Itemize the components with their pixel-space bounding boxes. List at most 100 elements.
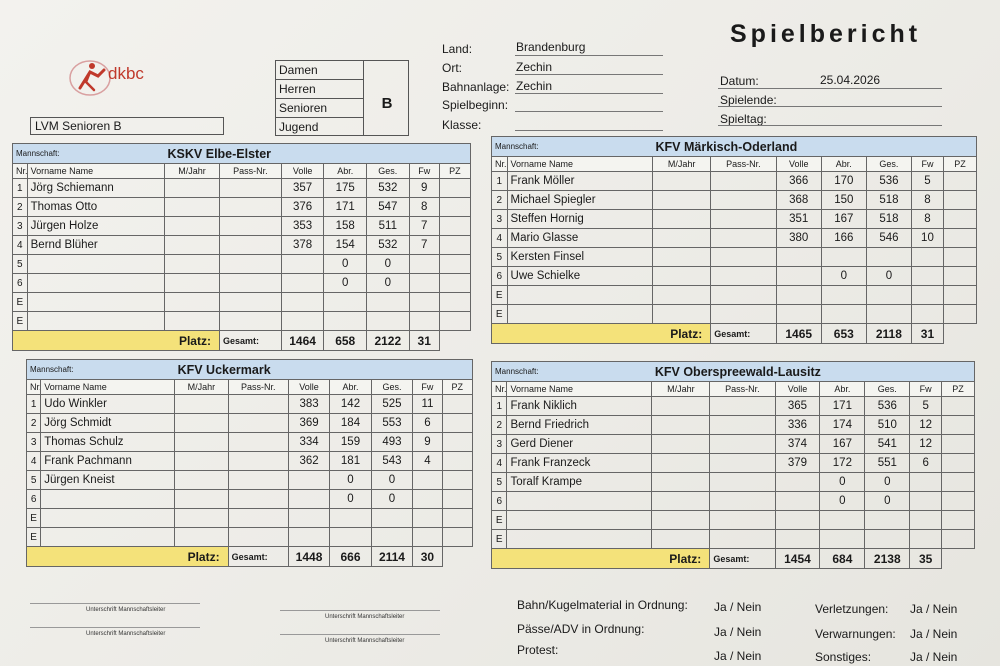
player-name — [26, 292, 166, 312]
player-mjahr — [174, 489, 229, 509]
player-pass — [709, 434, 776, 454]
player-name: Jürgen Holze — [26, 216, 166, 236]
player-pass — [709, 510, 776, 530]
player-pass — [227, 527, 289, 547]
player-name: Frank Niklich — [506, 396, 653, 416]
player-name — [40, 508, 176, 528]
player-fw — [412, 508, 443, 528]
player-mjahr — [164, 254, 220, 274]
category-value: B — [381, 95, 393, 112]
check-protest-value: Ja / Nein — [714, 649, 762, 663]
total-fw: 30 — [412, 546, 443, 567]
player-mjahr — [652, 285, 712, 305]
player-nr: 3 — [12, 216, 28, 236]
player-abr: 0 — [323, 254, 367, 274]
player-ges: 510 — [864, 415, 911, 435]
player-mjahr — [651, 510, 711, 530]
info-klasse-label: Klasse: — [442, 118, 482, 132]
col-header-ges: Ges. — [864, 381, 911, 397]
category-box: Damen Herren Senioren Jugend B — [275, 60, 409, 136]
table-row: 4 Frank Franzeck 379 172 551 6 — [490, 453, 975, 473]
table-row: E — [491, 285, 978, 305]
col-header-pz: PZ — [438, 163, 472, 179]
total-volle: 1448 — [287, 546, 331, 567]
player-ges: 0 — [366, 273, 410, 293]
col-header-volle: Volle — [774, 381, 821, 397]
total-fw: 35 — [909, 548, 943, 569]
player-pz — [438, 216, 472, 236]
total-ges: 2118 — [865, 323, 912, 344]
player-volle — [287, 527, 331, 547]
player-name: Frank Franzeck — [506, 453, 653, 473]
player-fw: 8 — [408, 197, 440, 217]
player-name — [26, 311, 166, 331]
player-abr: 0 — [329, 489, 372, 509]
player-pass — [709, 396, 776, 416]
player-nr: 2 — [12, 197, 28, 217]
player-ges: 518 — [865, 209, 912, 229]
check-paesse-value: Ja / Nein — [714, 625, 762, 639]
player-abr — [323, 311, 367, 331]
col-header-fw: Fw — [408, 163, 440, 179]
player-pass — [709, 453, 776, 473]
col-header-fw: Fw — [412, 379, 443, 395]
player-pass — [227, 470, 289, 490]
player-fw: 7 — [408, 216, 440, 236]
category-jugend: Jugend — [279, 120, 319, 134]
player-nr: 6 — [12, 273, 28, 293]
col-header-name: Vorname Name — [40, 379, 176, 395]
player-ges: 0 — [370, 489, 414, 509]
player-pz — [941, 491, 975, 511]
competition-field: LVM Senioren B — [30, 117, 224, 135]
col-header-fw: Fw — [909, 381, 943, 397]
player-ges: 546 — [865, 228, 912, 248]
player-volle — [280, 311, 325, 331]
table-row: E — [25, 527, 474, 547]
player-abr: 0 — [819, 491, 866, 511]
player-name: Jürgen Kneist — [40, 470, 176, 490]
player-mjahr — [174, 470, 229, 490]
player-ges — [370, 508, 414, 528]
player-fw — [412, 527, 443, 547]
total-volle: 1465 — [775, 323, 822, 344]
player-name: Jörg Schiemann — [26, 178, 166, 198]
player-pz — [438, 254, 472, 274]
player-ges: 553 — [370, 413, 414, 433]
player-volle: 374 — [774, 434, 821, 454]
col-header-pass: Pass-Nr. — [227, 379, 289, 395]
player-nr: 3 — [25, 432, 42, 452]
table-row: 2 Thomas Otto 376 171 547 8 — [12, 197, 472, 217]
player-fw: 6 — [909, 453, 943, 473]
player-nr: E — [12, 292, 28, 312]
player-abr: 158 — [323, 216, 367, 236]
player-mjahr — [652, 228, 712, 248]
player-pz — [942, 190, 978, 210]
player-pz — [441, 470, 474, 490]
player-nr: 1 — [491, 171, 508, 191]
player-pass — [709, 529, 776, 549]
player-volle: 357 — [280, 178, 325, 198]
player-ges: 543 — [370, 451, 414, 471]
player-fw — [910, 304, 944, 324]
table-row: 1 Frank Möller 366 170 536 5 — [491, 171, 978, 191]
player-pass — [710, 190, 777, 210]
player-pass — [709, 415, 776, 435]
total-volle: 1454 — [774, 548, 821, 569]
player-pz — [941, 472, 975, 492]
player-pz — [438, 178, 472, 198]
player-pass — [710, 285, 777, 305]
signature-label-1: Unterschrift Mannschaftsleiter — [86, 607, 166, 613]
player-pz — [441, 432, 474, 452]
player-abr — [329, 508, 372, 528]
player-volle: 362 — [287, 451, 331, 471]
team-table-2: Mannschaft: KFV Märkisch-Oderland Nr. Vorna… — [490, 136, 978, 344]
table-row: E — [491, 304, 978, 324]
player-pz — [438, 273, 472, 293]
category-senioren: Senioren — [276, 99, 363, 118]
player-abr: 184 — [329, 413, 372, 433]
col-header-mjahr: M/Jahr — [652, 156, 712, 172]
player-abr: 170 — [820, 171, 867, 191]
player-mjahr — [164, 235, 220, 255]
player-nr: 5 — [490, 472, 508, 492]
player-mjahr — [174, 527, 229, 547]
